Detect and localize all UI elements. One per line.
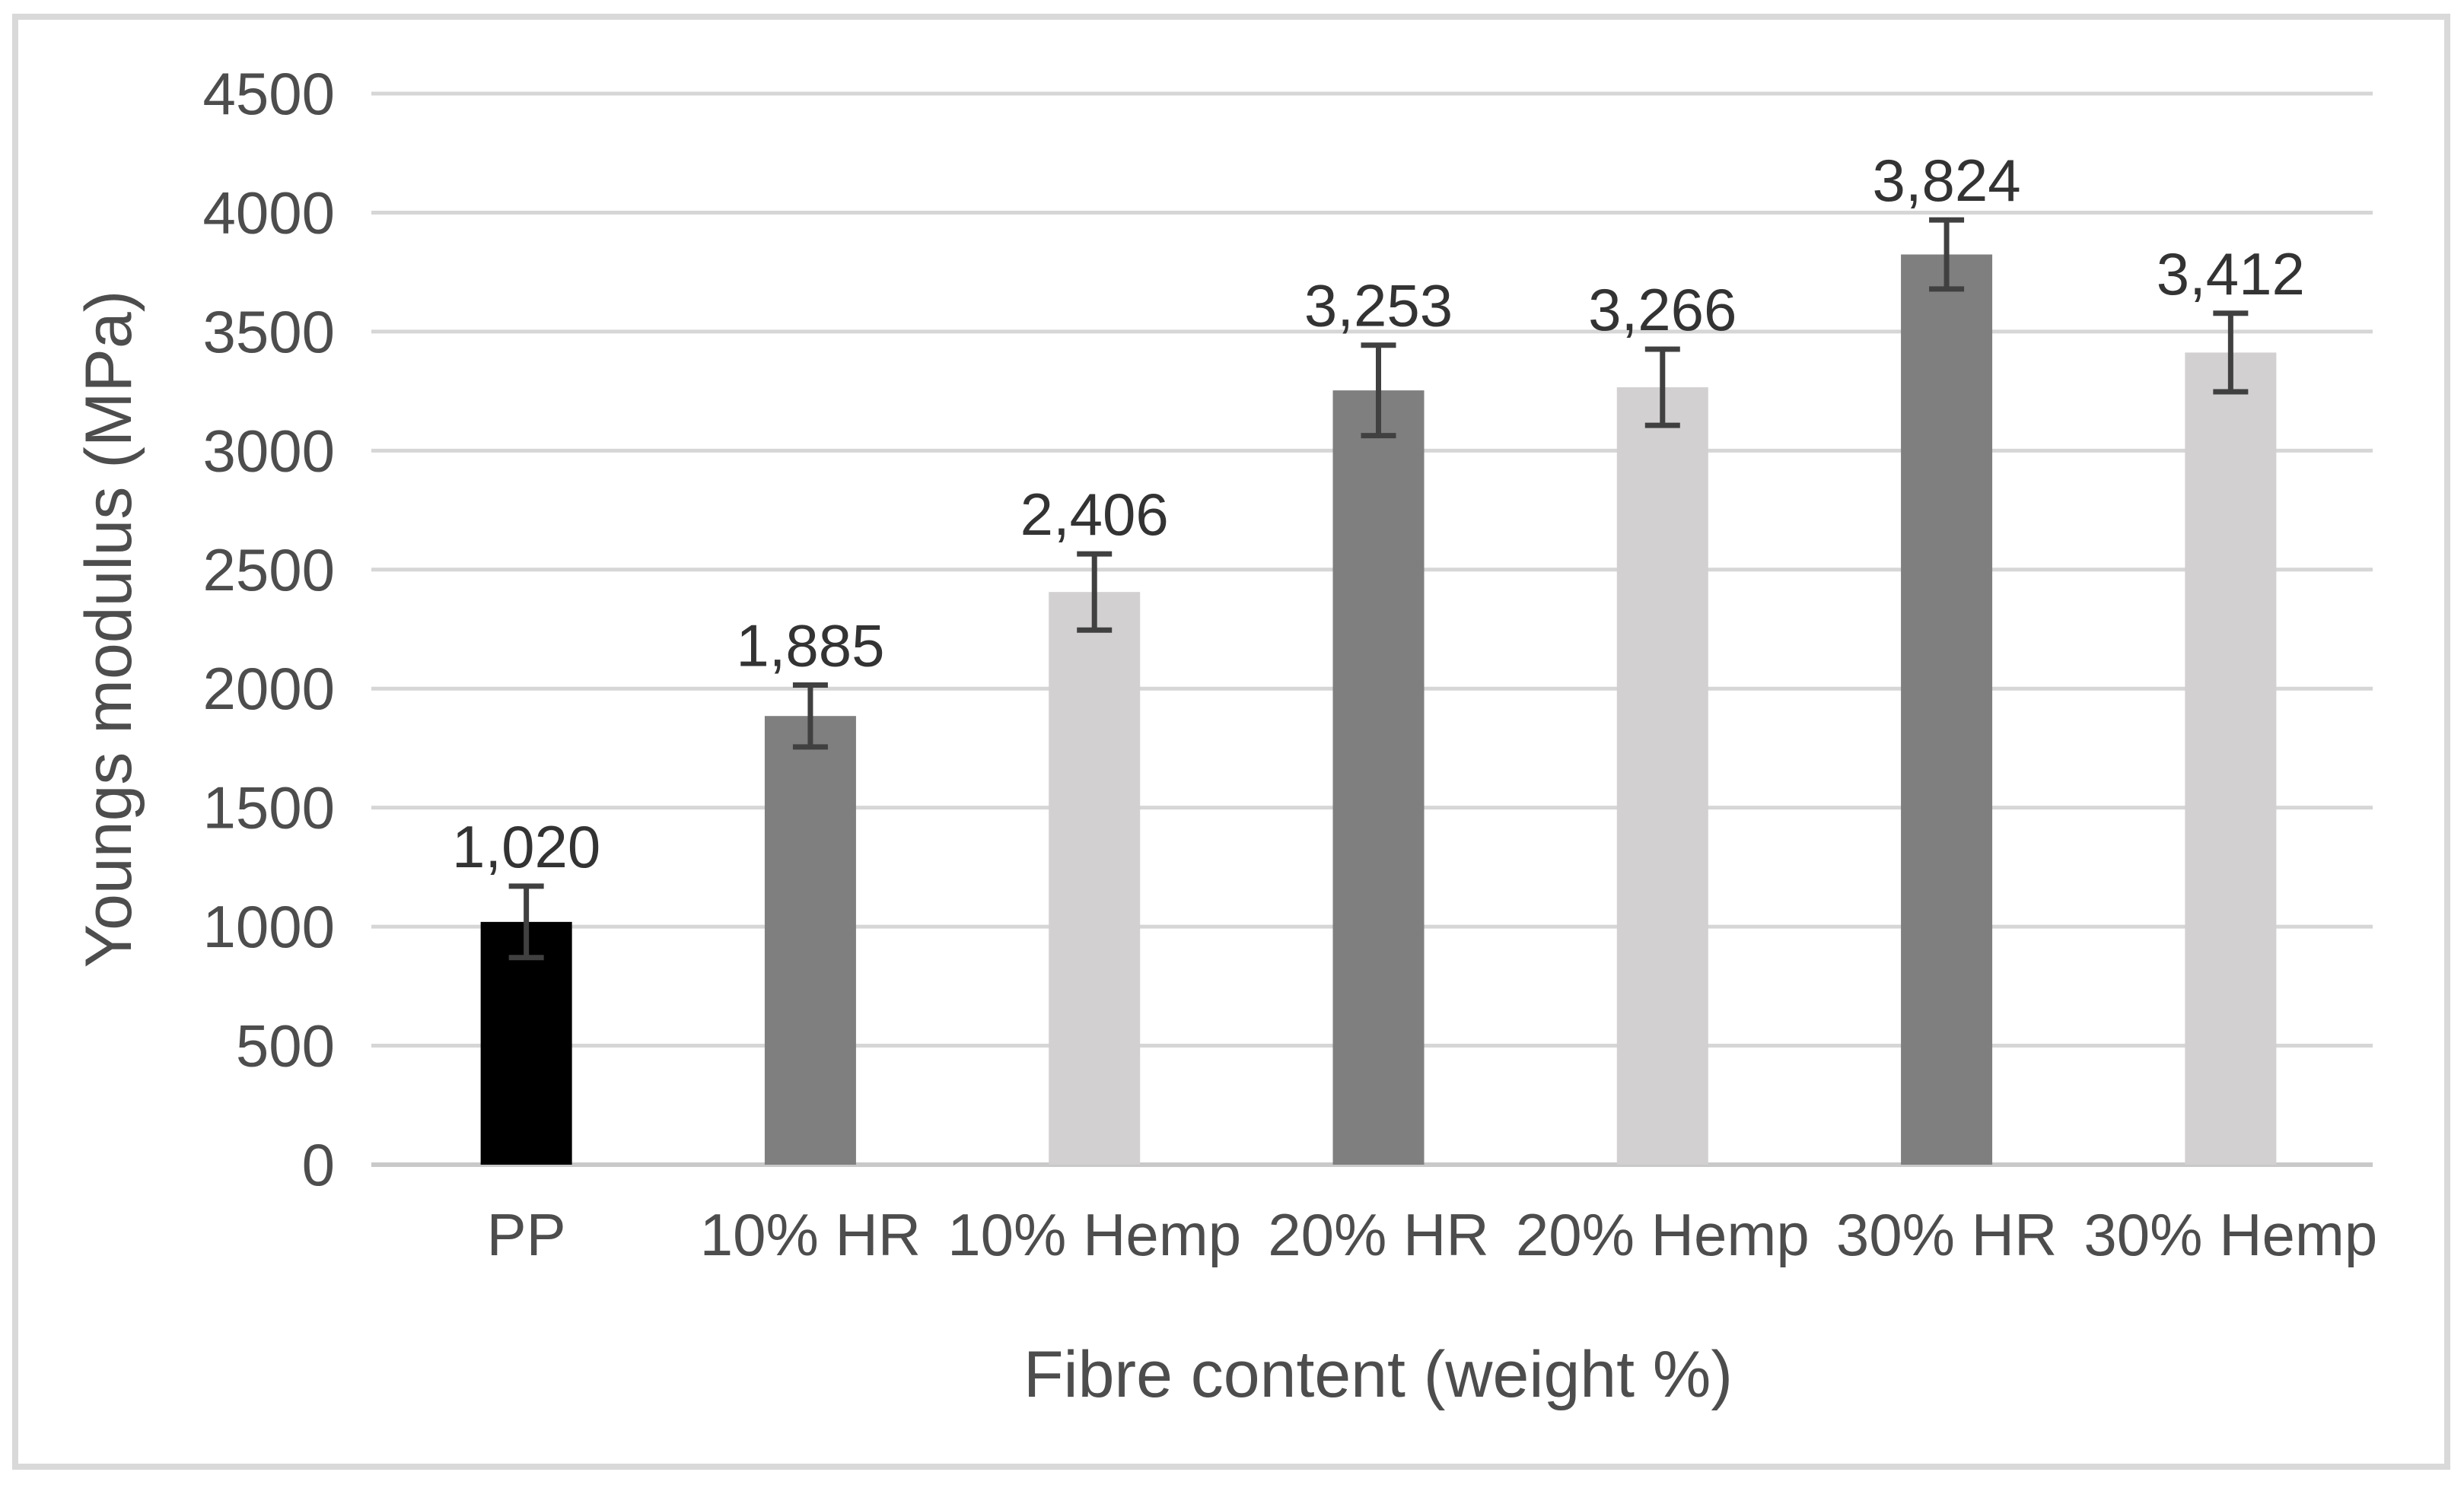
y-tick-label: 3000 [202,417,335,484]
bar-10% HR [764,716,856,1165]
y-tick-label: 4500 [202,60,335,127]
bar-value-label: 1,885 [736,612,884,679]
x-category-label: PP [487,1201,566,1268]
x-category-label: 20% Hemp [1516,1201,1810,1268]
bar-value-label: 3,253 [1304,272,1453,339]
y-tick-label: 1000 [202,893,335,960]
y-tick-label: 3500 [202,298,335,365]
bar-value-label: 3,824 [1872,147,2020,214]
y-tick-label: 0 [302,1131,335,1198]
bar-20% HR [1332,390,1425,1165]
bar-value-label: 2,406 [1020,481,1169,548]
bar-20% Hemp [1616,387,1708,1165]
x-category-label: 30% Hemp [2084,1201,2377,1268]
y-tick-label: 1500 [202,774,335,841]
y-axis-title: Youngs modulus (MPa) [72,290,145,968]
x-category-label: 20% HR [1268,1201,1488,1268]
y-tick-label: 500 [236,1013,335,1079]
bar-30% Hemp [2185,352,2277,1165]
y-tick-label: 2500 [202,536,335,603]
y-tick-label: 2000 [202,655,335,722]
bar-PP [480,921,572,1165]
y-tick-label: 4000 [202,179,335,246]
bar-10% Hemp [1049,592,1141,1165]
bar-value-label: 3,266 [1588,276,1737,343]
figure-border [12,14,2450,1470]
x-category-label: 10% Hemp [947,1201,1241,1268]
bar-value-label: 1,020 [452,813,600,880]
x-category-label: 10% HR [700,1201,921,1268]
x-axis-title: Fibre content (weight %) [1023,1338,1733,1411]
bar-30% HR [1901,254,1993,1165]
x-category-label: 30% HR [1836,1201,2057,1268]
bar-value-label: 3,412 [2157,240,2305,307]
